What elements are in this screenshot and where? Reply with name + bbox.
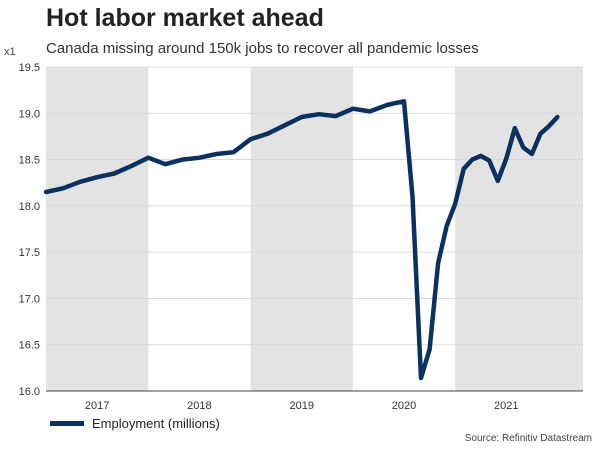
shaded-band-0 [46,67,149,391]
source-note: Source: Refinitiv Datastream [464,433,592,444]
chart-subtitle: Canada missing around 150k jobs to recov… [46,40,479,57]
x-tick-label-4: 2021 [494,400,518,412]
legend-swatch [50,421,84,426]
y-tick-label-2: 17.0 [19,293,40,305]
shaded-band-1 [250,67,353,391]
y-tick-label-6: 19.0 [19,108,40,120]
x-tick-label-0: 2017 [85,400,109,412]
y-axis-unit-label: x1 [4,46,16,58]
y-tick-label-3: 17.5 [19,247,40,259]
x-tick-label-1: 2018 [187,400,211,412]
y-tick-label-5: 18.5 [19,155,40,167]
y-tick-label-1: 16.5 [19,340,40,352]
legend: Employment (millions) [50,416,220,431]
x-tick-label-3: 2020 [392,400,416,412]
x-tick-label-2: 2019 [289,400,313,412]
y-tick-label-4: 18.0 [19,201,40,213]
y-tick-label-0: 16.0 [19,386,40,398]
shaded-band-2 [455,67,583,391]
legend-label: Employment (millions) [92,416,220,431]
y-tick-label-7: 19.5 [19,62,40,74]
series-line-0 [43,99,560,381]
chart-title: Hot labor market ahead [46,4,324,32]
